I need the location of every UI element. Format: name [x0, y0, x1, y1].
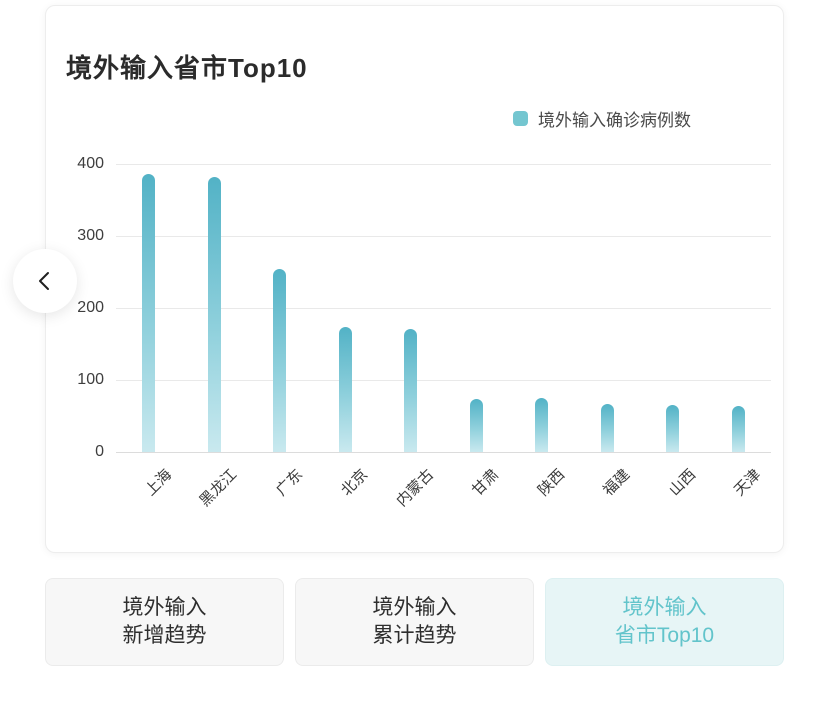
x-axis-label-陕西: 陕西	[534, 466, 568, 500]
y-axis-tick-label: 100	[77, 371, 104, 388]
x-axis-labels: 上海 黑龙江 广东 北京 内蒙古 甘肃 陕西 福建 山西 天津	[116, 452, 771, 522]
bar-slot	[444, 164, 510, 452]
y-axis-tick-label: 300	[77, 227, 104, 244]
x-axis-label-山西: 山西	[665, 466, 699, 500]
x-axis-label-甘肃: 甘肃	[469, 466, 503, 500]
tab-label-line1: 境外输入	[622, 596, 707, 619]
gridline	[116, 380, 771, 381]
bar-内蒙古[interactable]	[404, 328, 418, 452]
bar-天津[interactable]	[731, 405, 745, 452]
bar-slot	[640, 164, 706, 452]
bar-slot	[313, 164, 379, 452]
gridline	[116, 236, 771, 237]
x-axis-label-福建: 福建	[600, 466, 634, 500]
legend-item[interactable]: 境外输入确诊病例数	[513, 106, 691, 131]
bar-slot	[247, 164, 313, 452]
bar-slot	[706, 164, 772, 452]
bar-上海[interactable]	[142, 174, 156, 452]
carousel-prev-button[interactable]	[13, 249, 77, 313]
x-axis-label-上海: 上海	[141, 466, 175, 500]
gridline	[116, 164, 771, 165]
chart-card: 境外输入省市Top10 境外输入确诊病例数 0 100 200 300 400 上海 黑龙…	[45, 5, 784, 553]
y-axis-tick-label: 400	[77, 155, 104, 172]
gridline	[116, 452, 771, 453]
tab-imported-new-trend[interactable]: 境外输入 新增趋势	[45, 578, 284, 666]
bar-slot	[378, 164, 444, 452]
tab-label-line1: 境外输入	[372, 596, 457, 619]
tab-label-line1: 境外输入	[122, 596, 207, 619]
bar-北京[interactable]	[338, 327, 352, 452]
tab-label-line2: 累计趋势	[372, 624, 457, 647]
x-axis-label-广东: 广东	[272, 466, 306, 500]
tab-imported-cumulative-trend[interactable]: 境外输入 累计趋势	[295, 578, 534, 666]
plot-area: 0 100 200 300 400	[77, 155, 772, 460]
gridline	[116, 308, 771, 309]
bar-广东[interactable]	[273, 269, 287, 452]
x-axis-label-北京: 北京	[338, 466, 372, 500]
chevron-left-icon	[32, 268, 58, 294]
y-axis-tick-label: 200	[77, 299, 104, 316]
bar-甘肃[interactable]	[469, 398, 483, 452]
bar-slot	[509, 164, 575, 452]
bar-陕西[interactable]	[535, 398, 549, 452]
chart-tabs: 境外输入 新增趋势 境外输入 累计趋势 境外输入 省市Top10	[45, 578, 784, 666]
x-axis-label-内蒙古: 内蒙古	[393, 466, 437, 510]
legend-label: 境外输入确诊病例数	[538, 111, 691, 130]
chart-title: 境外输入省市Top10	[66, 53, 308, 83]
bar-slot	[116, 164, 182, 452]
tab-label-line2: 省市Top10	[614, 624, 715, 647]
bar-slot	[575, 164, 641, 452]
bar-黑龙江[interactable]	[207, 176, 221, 452]
bar-山西[interactable]	[666, 405, 680, 452]
legend-swatch-icon	[513, 111, 528, 126]
y-axis-tick-label: 0	[95, 443, 104, 460]
x-axis-label-黑龙江: 黑龙江	[196, 466, 241, 510]
x-axis-label-天津: 天津	[731, 466, 765, 500]
tab-imported-top10[interactable]: 境外输入 省市Top10	[545, 578, 784, 666]
tab-label-line2: 新增趋势	[122, 624, 207, 647]
bar-slot	[182, 164, 248, 452]
bar-福建[interactable]	[600, 403, 614, 452]
